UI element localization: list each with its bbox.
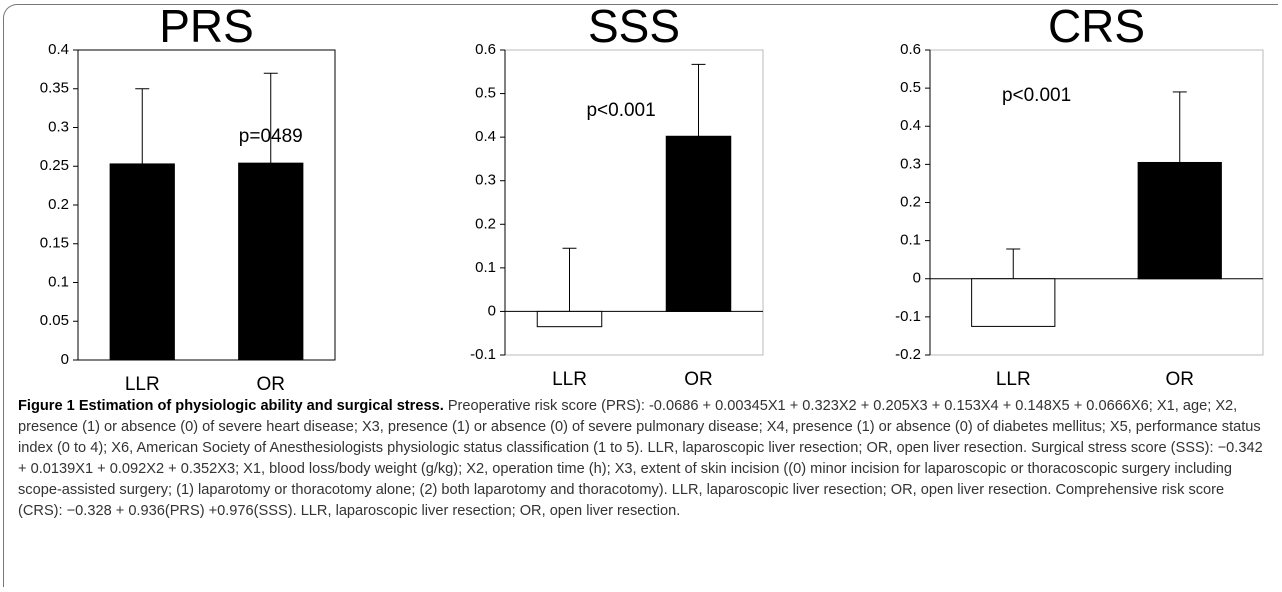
y-tick-label: 0.4 [48, 41, 69, 58]
figure-frame [3, 4, 1278, 587]
y-tick-label: 0.2 [475, 215, 496, 232]
y-tick-label: 0.05 [40, 312, 69, 329]
bar [971, 278, 1056, 327]
y-tick-label: -0.1 [470, 346, 496, 363]
x-tick-label: LLR [552, 369, 587, 390]
annotation: p<0.001 [1002, 85, 1071, 106]
y-tick-label: 0.3 [475, 172, 496, 189]
chart-title: CRS [1048, 0, 1145, 52]
y-tick-label: 0.35 [40, 80, 69, 97]
y-tick-label: 0.1 [48, 273, 69, 290]
y-tick-label: 0 [488, 302, 496, 319]
y-tick-label: 0.4 [900, 117, 921, 134]
y-tick-label: -0.2 [895, 346, 921, 363]
bar [536, 310, 603, 328]
x-tick-label: LLR [996, 369, 1031, 390]
y-tick-label: 0 [61, 351, 69, 368]
caption-title: Figure 1 Estimation of physiologic abili… [18, 398, 444, 414]
x-tick-label: OR [684, 369, 713, 390]
y-tick-label: 0.5 [475, 85, 496, 102]
x-tick-label: LLR [125, 374, 160, 395]
x-tick-label: OR [1166, 369, 1195, 390]
y-tick-label: 0.15 [40, 235, 69, 252]
y-tick-label: 0.25 [40, 157, 69, 174]
y-tick-label: 0.1 [475, 259, 496, 276]
bar [665, 135, 732, 312]
y-tick-label: 0.2 [900, 193, 921, 210]
y-tick-label: 0.4 [475, 128, 496, 145]
chart-title: PRS [159, 0, 254, 52]
y-tick-label: -0.1 [895, 308, 921, 325]
caption: Figure 1 Estimation of physiologic abili… [18, 396, 1270, 522]
charts: PRS 0 0.05 0.1 0.15 0.2 0.25 0.3 0.35 0.4 LLR OR p=0… [40, 0, 1264, 395]
y-tick-label: 0.2 [48, 196, 69, 213]
caption-text: Preoperative risk score (PRS): -0.0686 +… [18, 398, 1263, 519]
annotation: p<0.001 [586, 100, 655, 121]
y-tick-label: 0.3 [48, 118, 69, 135]
bar [238, 162, 304, 361]
annotation: p=0489 [239, 126, 303, 147]
y-tick-label: 0.3 [900, 155, 921, 172]
y-tick-label: 0 [913, 270, 921, 287]
y-tick-label: 0.5 [900, 79, 921, 96]
bar [109, 163, 175, 361]
bar [1137, 161, 1222, 280]
y-tick-label: 0.1 [900, 232, 921, 249]
x-tick-label: OR [257, 374, 286, 395]
y-tick-label: 0.6 [900, 41, 921, 58]
chart-title: SSS [588, 0, 680, 52]
y-tick-label: 0.6 [475, 41, 496, 58]
